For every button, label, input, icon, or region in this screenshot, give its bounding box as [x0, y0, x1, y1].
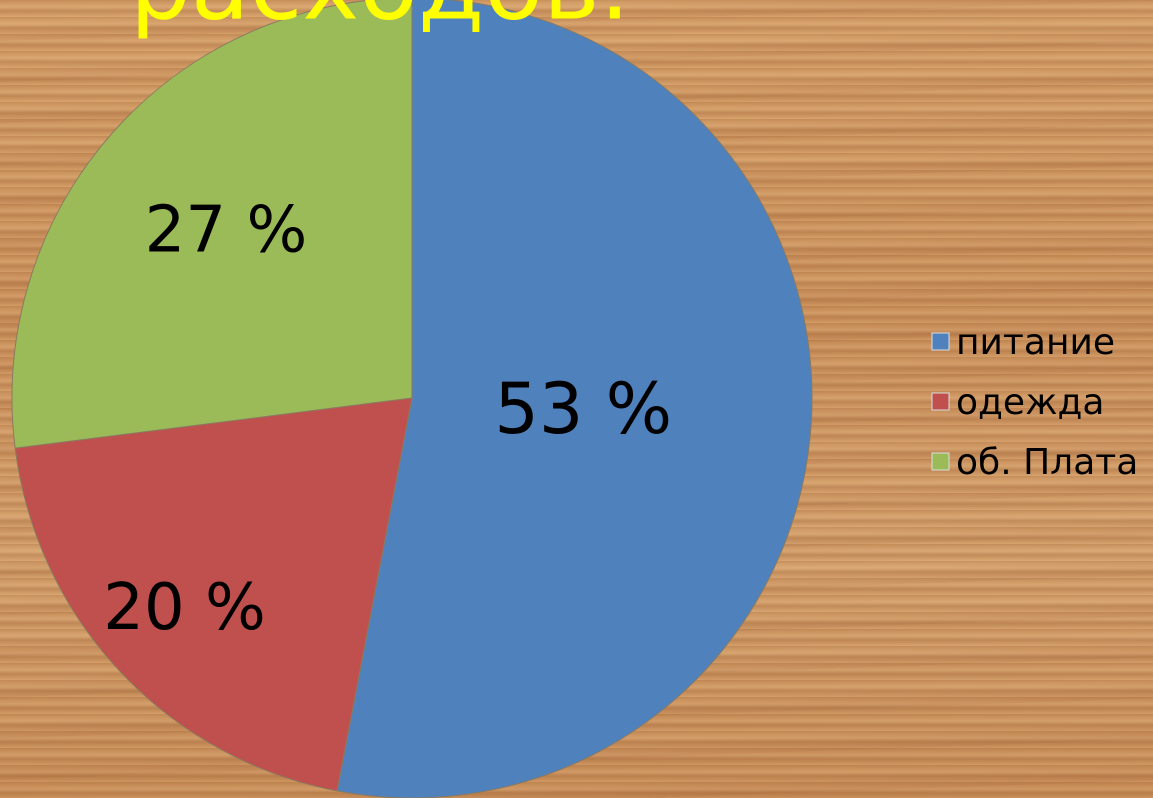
data-label: 53 % — [494, 368, 672, 450]
pie-slice — [336, 0, 813, 798]
data-label: 20 % — [103, 571, 266, 645]
legend-label: питание — [956, 322, 1115, 363]
legend-swatch — [931, 392, 950, 411]
pie-slice — [11, 0, 413, 449]
pie-slice — [14, 397, 413, 792]
legend-label: одежда — [956, 382, 1104, 423]
chart-title: расходов. — [130, 0, 630, 41]
legend-swatch — [931, 452, 950, 471]
data-label: 27 % — [145, 194, 308, 268]
legend-swatch — [931, 332, 950, 351]
legend-label: об. Плата — [956, 442, 1138, 483]
